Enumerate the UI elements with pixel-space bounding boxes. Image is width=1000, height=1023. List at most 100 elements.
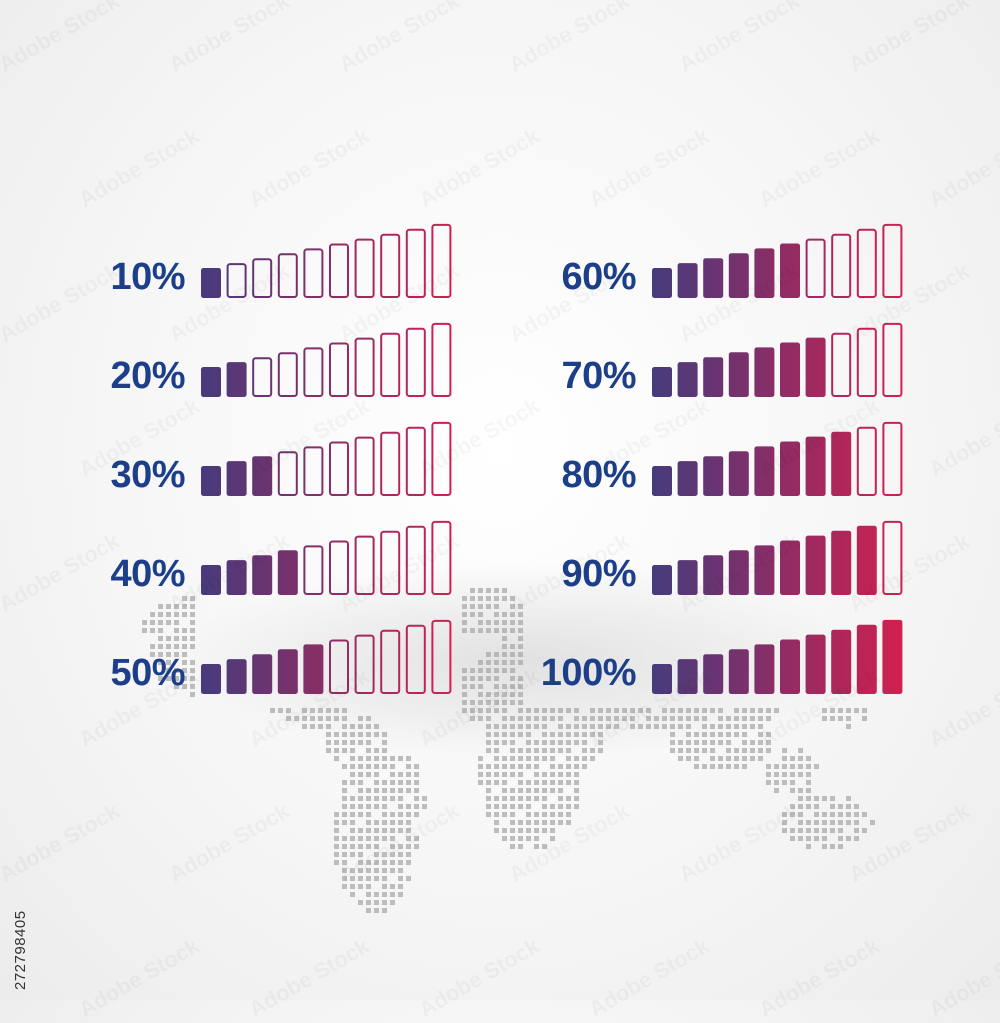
meter-label-90: 90% xyxy=(561,553,636,595)
map-dot xyxy=(182,684,187,689)
map-dot xyxy=(406,780,411,785)
map-dot xyxy=(710,732,715,737)
map-dot xyxy=(646,724,651,729)
map-dot xyxy=(766,740,771,745)
map-dot xyxy=(518,796,523,801)
map-dot xyxy=(726,740,731,745)
meter-segment-empty xyxy=(329,243,349,298)
map-dot xyxy=(342,876,347,881)
map-dot xyxy=(550,804,555,809)
map-dot xyxy=(390,884,395,889)
map-dot xyxy=(462,692,467,697)
map-dot xyxy=(342,764,347,769)
map-dot xyxy=(582,724,587,729)
meter-segment-empty xyxy=(882,322,903,397)
map-dot xyxy=(374,844,379,849)
meter-segment-filled xyxy=(882,619,903,694)
map-dot xyxy=(478,588,483,593)
map-dot xyxy=(486,748,491,753)
meter-segment-filled xyxy=(728,550,749,595)
map-dot xyxy=(310,708,315,713)
map-dot xyxy=(174,644,179,649)
map-dot xyxy=(558,740,563,745)
map-dot xyxy=(182,612,187,617)
map-dot xyxy=(398,820,403,825)
meter-segment-empty xyxy=(856,228,877,298)
map-dot xyxy=(822,820,827,825)
map-dot xyxy=(358,804,363,809)
map-dot xyxy=(526,812,531,817)
map-dot xyxy=(190,692,195,697)
map-dot xyxy=(574,732,579,737)
map-dot xyxy=(694,756,699,761)
map-dot xyxy=(534,772,539,777)
map-dot xyxy=(326,716,331,721)
map-dot xyxy=(806,764,811,769)
map-dot xyxy=(566,812,571,817)
meter-label-20: 20% xyxy=(110,355,185,397)
map-dot xyxy=(478,668,483,673)
map-dot xyxy=(478,700,483,705)
map-dot xyxy=(366,740,371,745)
map-dot xyxy=(326,748,331,753)
map-dot xyxy=(366,844,371,849)
map-dot xyxy=(766,772,771,777)
map-dot xyxy=(398,852,403,857)
map-dot xyxy=(494,820,499,825)
map-dot xyxy=(486,652,491,657)
map-dot xyxy=(670,732,675,737)
map-dot xyxy=(374,852,379,857)
meter-segment-filled xyxy=(677,659,698,694)
map-dot xyxy=(390,836,395,841)
map-dot xyxy=(382,828,387,833)
map-dot xyxy=(518,732,523,737)
map-dot xyxy=(374,908,379,913)
map-dot xyxy=(382,908,387,913)
map-dot xyxy=(342,732,347,737)
map-dot xyxy=(382,852,387,857)
map-dot xyxy=(414,780,419,785)
map-dot xyxy=(350,852,355,857)
map-dot xyxy=(510,796,515,801)
meter-segment-filled xyxy=(703,258,724,298)
map-dot xyxy=(150,612,155,617)
map-dot xyxy=(406,860,411,865)
map-dot xyxy=(486,700,491,705)
map-dot xyxy=(838,708,843,713)
map-dot xyxy=(502,620,507,625)
map-dot xyxy=(750,748,755,753)
map-dot xyxy=(510,660,515,665)
map-dot xyxy=(502,836,507,841)
meter-segment-empty xyxy=(882,421,903,496)
map-dot xyxy=(158,628,163,633)
meter-segment-filled xyxy=(201,664,221,694)
meter-90 xyxy=(652,520,903,596)
map-dot xyxy=(710,740,715,745)
map-dot xyxy=(542,716,547,721)
map-dot xyxy=(174,612,179,617)
map-dot xyxy=(510,716,515,721)
map-dot xyxy=(382,764,387,769)
map-dot xyxy=(174,628,179,633)
map-dot xyxy=(790,812,795,817)
map-dot xyxy=(166,644,171,649)
map-dot xyxy=(478,596,483,601)
map-dot xyxy=(838,836,843,841)
map-dot xyxy=(670,740,675,745)
map-dot xyxy=(774,772,779,777)
map-dot xyxy=(790,780,795,785)
map-dot xyxy=(190,620,195,625)
map-dot xyxy=(758,716,763,721)
meter-segment-filled xyxy=(201,367,221,397)
map-dot xyxy=(158,660,163,665)
map-dot xyxy=(470,700,475,705)
map-dot xyxy=(742,708,747,713)
map-dot xyxy=(350,804,355,809)
map-dot xyxy=(406,820,411,825)
map-dot xyxy=(558,820,563,825)
meter-segment-empty xyxy=(405,426,426,496)
map-dot xyxy=(510,844,515,849)
map-dot xyxy=(166,636,171,641)
map-dot xyxy=(382,900,387,905)
map-dot xyxy=(358,764,363,769)
